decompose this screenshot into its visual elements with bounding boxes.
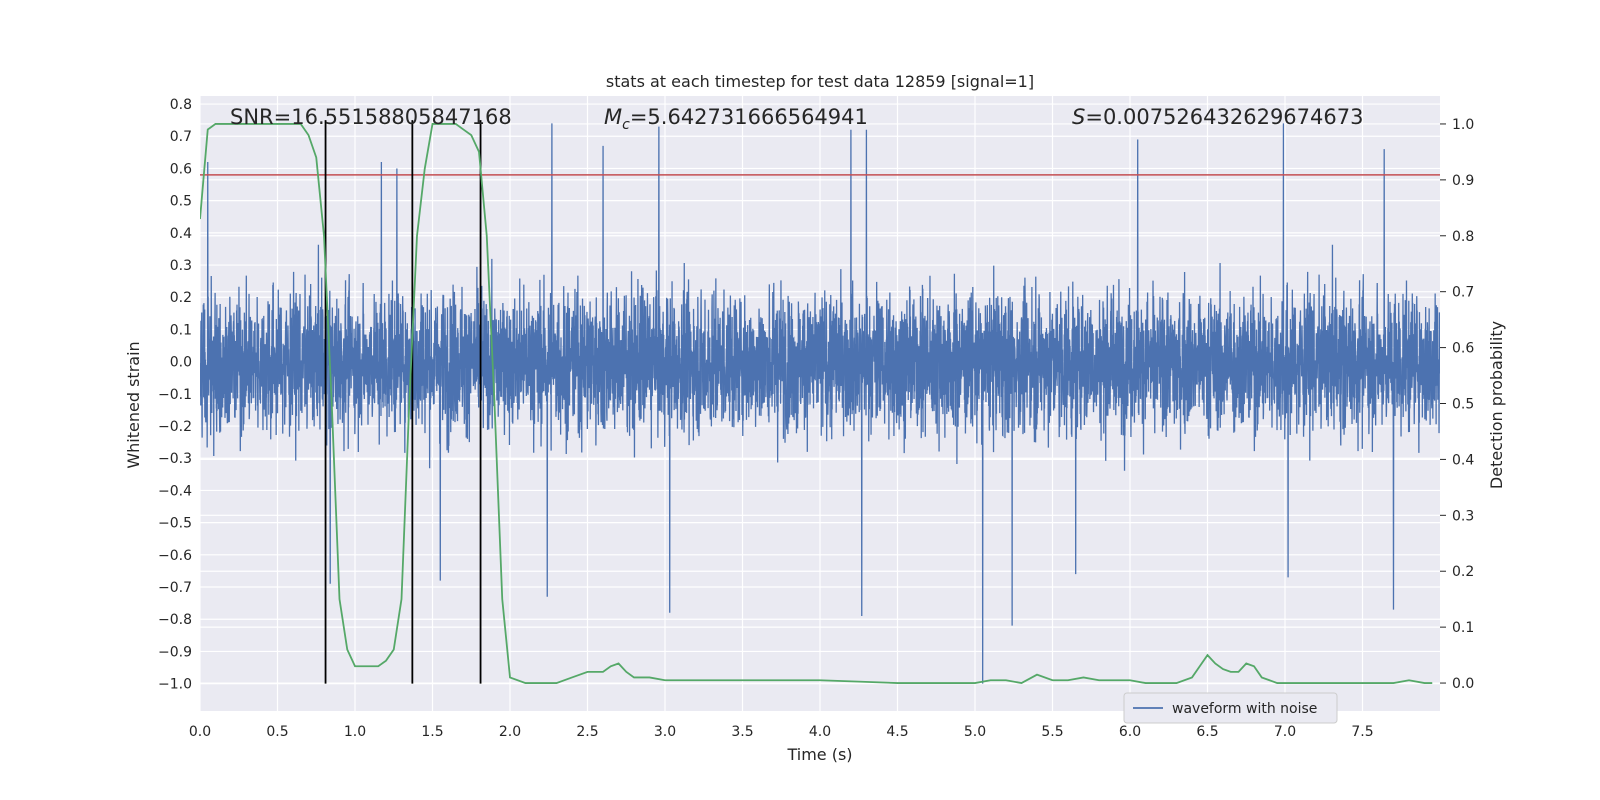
x-tick-label: 6.0: [1119, 724, 1141, 740]
s-value: =0.007526432629674673: [1085, 105, 1363, 129]
left-y-tick-label: −0.8: [158, 612, 192, 628]
chart-title: stats at each timestep for test data 128…: [606, 72, 1034, 91]
left-y-tick-label: −0.6: [158, 548, 192, 564]
x-tick-label: 4.0: [809, 724, 831, 740]
left-y-tick-label: 0.4: [170, 226, 192, 242]
marker-lines: [324, 120, 482, 684]
right-y-tick-label: 0.2: [1452, 564, 1474, 580]
left-y-tick-label: 0.1: [170, 322, 192, 338]
chirp-mass-annotation: Mc=5.642731666564941: [604, 105, 868, 133]
x-tick-label: 7.0: [1274, 724, 1296, 740]
x-tick-label: 3.0: [654, 724, 676, 740]
left-y-tick-label: −0.1: [158, 387, 192, 403]
x-tick-label: 0.5: [266, 724, 288, 740]
left-y-tick-label: −0.4: [158, 483, 192, 499]
x-tick-label: 3.5: [731, 724, 753, 740]
left-y-tick-label: 0.2: [170, 290, 192, 306]
left-y-tick-label: −1.0: [158, 677, 192, 693]
s-annotation: S=0.007526432629674673: [1072, 105, 1363, 129]
x-tick-label: 7.5: [1351, 724, 1373, 740]
left-y-tick-label: −0.9: [158, 644, 192, 660]
left-y-tick-label: −0.5: [158, 516, 192, 532]
right-y-tick-label: 0.7: [1452, 285, 1474, 301]
left-y-tick-label: 0.7: [170, 129, 192, 145]
left-y-tick-label: 0.3: [170, 258, 192, 274]
mc-subscript: c: [622, 117, 630, 133]
s-symbol: S: [1072, 105, 1085, 129]
right-y-tick-label: 0.1: [1452, 620, 1474, 636]
right-y-tick-label: 1.0: [1452, 117, 1474, 133]
legend-box: [1123, 692, 1338, 724]
right-y-gridlines: [200, 123, 1440, 684]
series-detection-probability: [200, 123, 1433, 684]
x-tick-label: 4.5: [886, 724, 908, 740]
right-y-tick-label: 0.4: [1452, 452, 1474, 468]
left-y-tick-label: −0.3: [158, 451, 192, 467]
x-tick-label: 0.0: [189, 724, 211, 740]
x-tick-label: 6.5: [1196, 724, 1218, 740]
x-tick-label: 2.0: [499, 724, 521, 740]
series-waveform-with-noise: [200, 123, 1440, 684]
x-tick-label: 5.0: [964, 724, 986, 740]
right-y-tick-label: 0.3: [1452, 508, 1474, 524]
left-y-tick-label: 0.5: [170, 194, 192, 210]
left-y-tick-label: 0.0: [170, 355, 192, 371]
x-tick-labels: 0.0 0.5 1.0 1.5 2.0 2.5 3.0 3.5 4.0 4.5 5.0 5.5 6.0 6…: [189, 724, 1374, 740]
left-y-tick-labels: 0.8 0.7 0.6 0.5 0.4 0.3 0.2 0.1 0.0 −0.1 −0.2 −0.3 −…: [158, 97, 192, 693]
x-tick-label: 2.5: [576, 724, 598, 740]
right-y-tick-label: 0.5: [1452, 397, 1474, 413]
x-tick-label: 1.5: [421, 724, 443, 740]
x-tick-label: 5.5: [1041, 724, 1063, 740]
right-y-tick-labels: 1.0 0.9 0.8 0.7 0.6 0.5 0.4 0.3 0.2 0.1 0.0: [1440, 117, 1474, 692]
right-y-tick-label: 0.0: [1452, 676, 1474, 692]
legend-label-waveform: waveform with noise: [1172, 701, 1317, 717]
x-axis-label: Time (s): [786, 745, 852, 764]
right-y-tick-label: 0.8: [1452, 229, 1474, 245]
snr-annotation: SNR=16.55158805847168: [230, 105, 512, 129]
left-y-tick-label: −0.7: [158, 580, 192, 596]
left-y-tick-label: 0.8: [170, 97, 192, 113]
left-y-tick-label: −0.2: [158, 419, 192, 435]
legend: waveform with noise: [1123, 692, 1338, 724]
right-y-axis-label: Detection probability: [1487, 321, 1506, 489]
mc-symbol: M: [604, 105, 622, 129]
mc-value: =5.642731666564941: [630, 105, 868, 129]
left-y-tick-label: 0.6: [170, 161, 192, 177]
x-tick-label: 1.0: [344, 724, 366, 740]
right-y-tick-label: 0.9: [1452, 173, 1474, 189]
right-y-tick-label: 0.6: [1452, 341, 1474, 357]
left-y-axis-label: Whitened strain: [124, 341, 143, 468]
